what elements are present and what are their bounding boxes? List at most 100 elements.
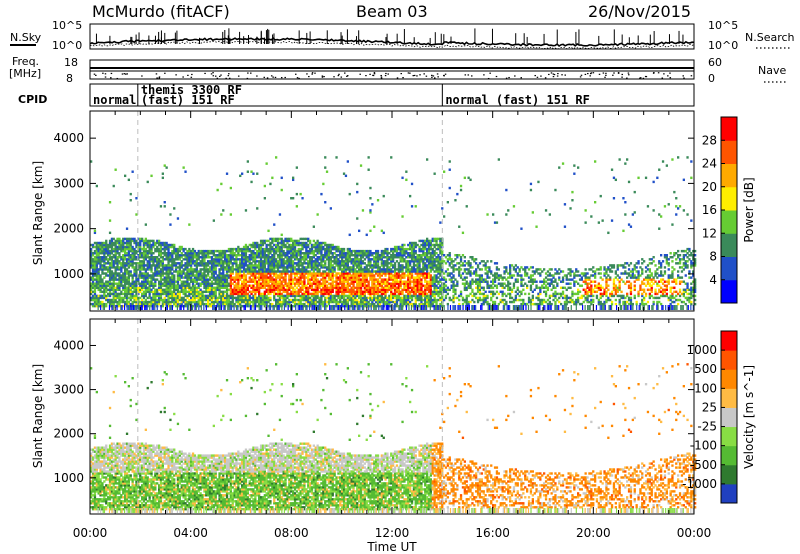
power-cell	[412, 252, 416, 255]
power-cell	[135, 258, 138, 261]
power-cell	[161, 272, 164, 275]
power-cell	[173, 280, 176, 283]
power-cell	[146, 239, 149, 243]
power-cell	[216, 262, 219, 265]
power-cell	[286, 272, 289, 275]
power-cell	[208, 284, 212, 287]
power-cell	[99, 266, 102, 269]
power-cell	[307, 298, 310, 302]
power-cell	[275, 247, 278, 251]
power-cell	[324, 201, 327, 204]
power-cell	[250, 300, 253, 304]
power-cell	[182, 247, 185, 251]
power-cell	[148, 260, 151, 263]
power-cell	[154, 260, 157, 263]
power-cell	[422, 245, 425, 249]
power-cell	[91, 268, 95, 271]
power-cell	[214, 270, 217, 273]
nave-point	[256, 75, 258, 77]
power-cell	[344, 278, 348, 281]
power-cell	[299, 270, 302, 273]
power-cell	[324, 274, 327, 277]
power-cell	[361, 282, 365, 285]
power-cell	[167, 252, 170, 255]
power-cell	[278, 252, 282, 255]
power-cell	[380, 286, 383, 290]
power-cell	[418, 304, 421, 308]
power-cell	[225, 292, 229, 296]
power-cell	[352, 284, 355, 287]
power-cell	[393, 292, 397, 296]
power-cell	[141, 294, 144, 298]
power-cell	[184, 284, 187, 287]
power-cell	[409, 272, 412, 275]
power-cell	[309, 300, 312, 304]
power-cell	[386, 260, 389, 263]
power-cell	[137, 258, 140, 261]
power-cell	[244, 300, 248, 304]
power-cell	[220, 182, 223, 186]
power-cell	[93, 282, 97, 285]
power-cell	[242, 282, 246, 285]
power-cell	[269, 182, 272, 186]
power-cell	[331, 284, 334, 287]
power-cell	[341, 300, 344, 304]
nave-point	[640, 77, 642, 79]
power-cell	[159, 247, 163, 251]
power-cell	[390, 258, 393, 261]
power-cell	[299, 241, 302, 245]
power-cell	[95, 298, 98, 302]
power-cell	[303, 237, 306, 241]
power-cell	[99, 243, 102, 247]
power-cell	[214, 266, 217, 269]
power-cell	[131, 274, 134, 277]
power-cell	[139, 276, 142, 279]
power-cell	[418, 282, 421, 285]
power-cell	[124, 262, 127, 265]
power-cell	[292, 264, 295, 267]
power-cell	[393, 302, 397, 306]
power-cell	[310, 252, 314, 255]
power-cell	[301, 302, 304, 306]
power-cell	[216, 254, 219, 257]
power-cell	[378, 298, 382, 302]
power-cell	[167, 264, 170, 267]
power-cell	[197, 252, 200, 255]
power-cell	[110, 272, 114, 275]
power-cell	[141, 268, 144, 271]
power-cell	[403, 276, 406, 279]
power-cell	[142, 280, 146, 283]
power-cell	[233, 296, 236, 300]
power-cell	[399, 284, 402, 287]
nave-point	[225, 77, 227, 79]
power-cell	[310, 272, 314, 275]
power-cell	[193, 249, 197, 253]
power-cell	[220, 282, 223, 285]
power-cell	[286, 247, 289, 251]
power-cell	[242, 296, 246, 300]
power-cell	[222, 302, 225, 306]
power-cell	[197, 298, 200, 302]
power-cell	[273, 284, 276, 287]
power-cell	[205, 296, 208, 300]
power-cell	[335, 274, 338, 277]
power-cell	[352, 266, 355, 269]
power-cell	[124, 290, 127, 294]
power-cell	[154, 284, 157, 287]
power-cell	[339, 274, 342, 277]
power-cell	[352, 286, 355, 290]
power-cell	[331, 282, 334, 285]
power-cell	[303, 256, 306, 259]
power-cell	[392, 280, 395, 283]
nave-point	[214, 75, 217, 77]
power-cell	[329, 245, 332, 249]
power-cell	[339, 249, 342, 253]
power-cell	[359, 258, 363, 261]
power-cell	[112, 249, 115, 253]
power-cell	[148, 243, 151, 247]
power-cell	[220, 272, 223, 275]
power-cell	[284, 256, 287, 259]
power-cell	[382, 288, 385, 292]
power-cell	[216, 298, 219, 302]
power-cell	[199, 298, 202, 302]
